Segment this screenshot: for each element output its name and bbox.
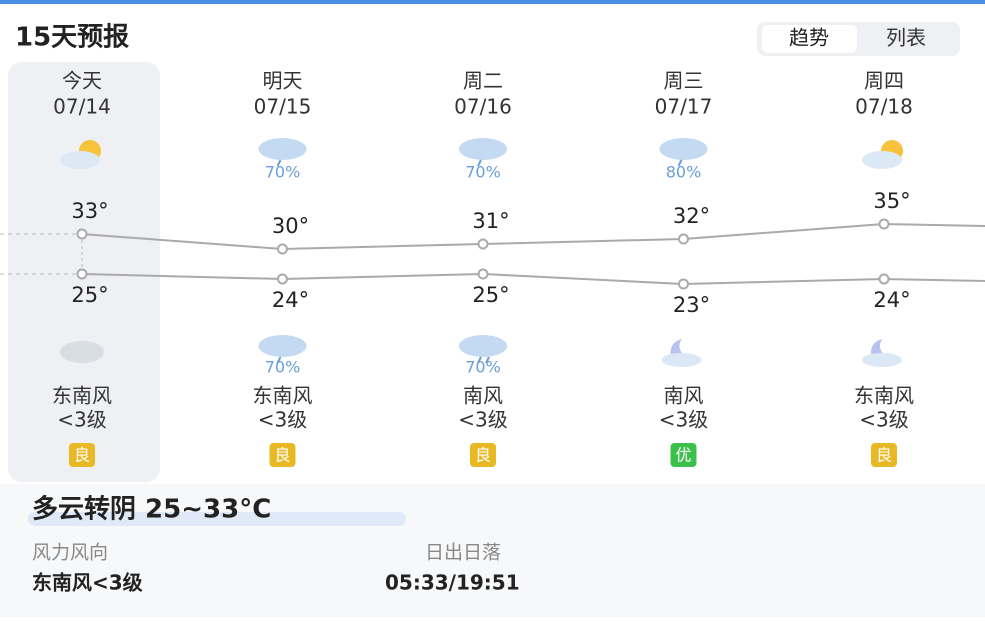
low-point	[76, 268, 88, 280]
wind-label: 风力风向	[32, 542, 108, 564]
sun-value: 05:33/19:51	[385, 571, 520, 595]
detail-panel	[0, 484, 985, 617]
rain-drop	[276, 356, 282, 364]
wind-level: <3级	[659, 408, 708, 432]
moon-cut	[880, 335, 902, 357]
weather-icon	[60, 140, 101, 169]
weather-icon	[258, 335, 307, 364]
day-name: 周三	[664, 69, 704, 93]
low-label: 24°	[272, 288, 309, 312]
wind-dir: 东南风	[854, 384, 914, 408]
aqi: 良	[274, 446, 290, 465]
precip: 70%	[265, 358, 301, 377]
sun-label: 日出日落	[425, 542, 501, 564]
high-point	[277, 243, 288, 255]
high-line-extension	[883, 223, 985, 227]
aqi: 良	[475, 446, 491, 465]
high-label: 35°	[873, 189, 910, 213]
date: 07/17	[655, 95, 713, 119]
moon-cut	[679, 335, 702, 357]
rain-drop	[677, 159, 683, 167]
top-bar	[0, 0, 985, 4]
wind-level: <3级	[458, 408, 507, 432]
low-label: 23°	[673, 293, 710, 317]
aqi: 良	[74, 446, 90, 465]
cloud	[60, 151, 100, 169]
low-line-extension	[883, 278, 985, 282]
aqi-badge	[470, 443, 496, 467]
tab[interactable]: 趋势	[789, 26, 829, 50]
tab-active-bg	[762, 25, 857, 53]
weather-icon	[862, 140, 903, 169]
summary-highlight	[28, 512, 406, 526]
rain-drop	[477, 356, 482, 364]
rain-drop	[276, 159, 282, 167]
wind-dir: 南风	[463, 384, 503, 408]
cloud	[659, 138, 708, 160]
cloud	[258, 138, 307, 160]
low-label: 25°	[71, 283, 108, 307]
cloud	[459, 138, 507, 160]
aqi: 良	[876, 446, 892, 465]
weather-icon	[661, 335, 702, 367]
low-point	[277, 273, 288, 285]
cloud	[661, 353, 702, 367]
weather-icon	[459, 138, 507, 167]
wind-dir: 东南风	[253, 384, 313, 408]
date: 07/16	[454, 95, 512, 119]
weather-icon	[659, 138, 708, 167]
precip: 70%	[465, 163, 501, 182]
aqi-badge	[871, 443, 897, 467]
low-label: 25°	[472, 283, 509, 307]
cloud	[60, 341, 104, 363]
high-label: 31°	[472, 209, 509, 233]
tab[interactable]: 列表	[886, 26, 926, 50]
high-label: 33°	[71, 199, 108, 223]
high-label: 30°	[272, 214, 309, 238]
high-point	[878, 218, 890, 230]
low-point	[878, 273, 890, 285]
date: 07/14	[53, 95, 111, 119]
high-label: 32°	[673, 204, 710, 228]
rain-drop	[477, 159, 482, 167]
low-label: 24°	[873, 288, 910, 312]
precip: 80%	[666, 163, 702, 182]
day-name: 今天	[62, 69, 102, 93]
aqi-badge	[269, 443, 296, 467]
cloud	[258, 335, 307, 357]
wind-level: <3级	[859, 408, 908, 432]
day-name: 周四	[864, 69, 904, 93]
precip: 70%	[465, 358, 501, 377]
low-point	[678, 278, 689, 290]
wind-value: 东南风<3级	[32, 571, 143, 595]
weather-icon	[60, 341, 104, 363]
day-name: 周二	[463, 69, 503, 93]
aqi-badge	[670, 443, 697, 467]
wind-dir: 东南风	[52, 384, 112, 408]
date: 07/18	[855, 95, 913, 119]
wind-dir: 南风	[664, 384, 704, 408]
date: 07/15	[254, 95, 312, 119]
cloud	[459, 335, 507, 357]
summary: 多云转阴 25~33°C	[32, 495, 271, 525]
low-point	[477, 268, 489, 280]
aqi: 优	[675, 446, 691, 465]
high-point	[76, 228, 88, 240]
weather-icon	[258, 138, 307, 167]
wind-level: <3级	[258, 408, 307, 432]
weather-icon	[459, 335, 507, 364]
rain-drop	[485, 356, 490, 364]
wind-level: <3级	[57, 408, 106, 432]
precip: 70%	[265, 163, 301, 182]
weather-icon	[862, 335, 902, 367]
high-point	[678, 233, 689, 245]
cloud	[862, 353, 902, 367]
aqi-badge	[69, 443, 95, 467]
high-point	[477, 238, 489, 250]
cloud	[862, 151, 902, 169]
title: 15天预报	[15, 22, 129, 53]
day-name: 明天	[263, 69, 303, 93]
